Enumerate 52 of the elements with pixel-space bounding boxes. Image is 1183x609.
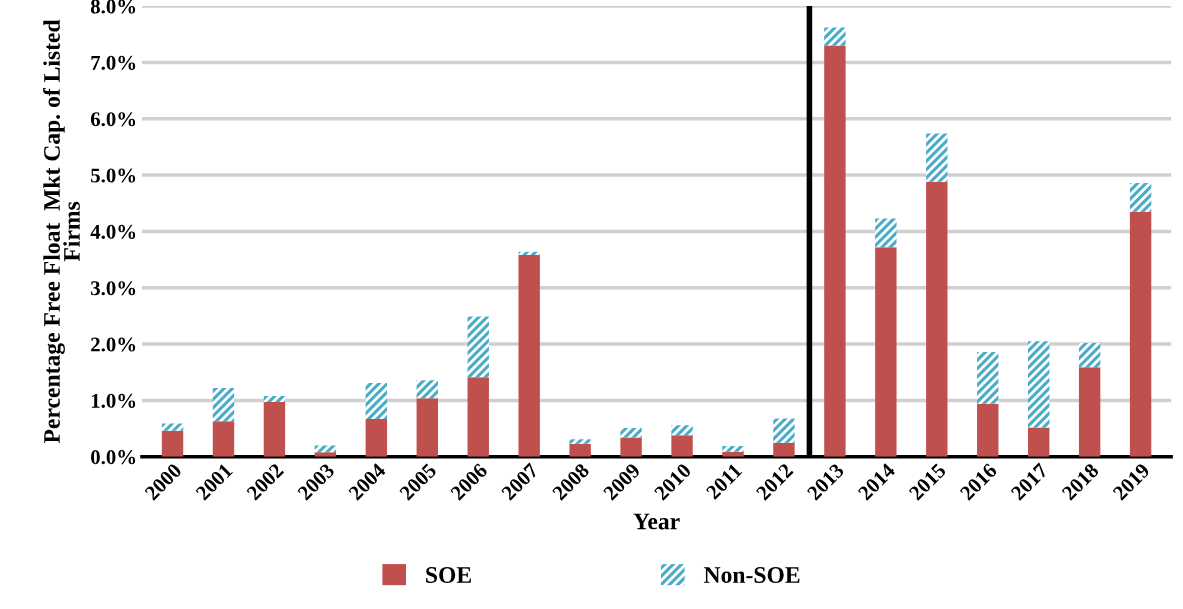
bar [620,437,642,457]
bar [773,418,795,443]
bar [620,428,642,438]
legend-label: Non-SOE [703,567,800,583]
bar [212,421,235,457]
bar [773,442,795,457]
y-tick-label: 8.0% [90,0,136,14]
bar [671,425,693,436]
y-tick-label: 7.0% [91,55,136,70]
x-tick-label: 2011 [705,462,743,501]
bar [1028,341,1050,428]
bar [977,403,999,457]
bar [1129,211,1152,457]
bar [824,45,846,457]
bar [467,377,489,457]
bar [161,430,184,457]
y-axis-title: Percentage Free Float Mkt Cap. of Listed Firms [43,19,80,444]
bar [518,251,540,256]
bar [314,445,337,453]
y-tick-label: 1.0% [91,393,136,408]
y-tick-label: 5.0% [91,168,136,183]
y-tick-label: 4.0% [90,224,136,239]
bar [1078,367,1101,457]
bar [926,133,948,182]
bar [1028,427,1050,457]
bar [824,27,846,46]
bar [416,398,438,457]
bar [875,218,897,248]
bar [467,316,489,378]
bar [875,247,897,457]
bar [263,395,286,403]
y-tick-label: 2.0% [91,337,136,352]
legend-label: SOE [426,567,471,583]
bar [161,423,184,431]
bar [365,419,388,457]
x-axis-title: Year [633,513,680,530]
bar [926,181,948,457]
bar [1078,342,1101,368]
y-tick-label: 3.0% [91,281,136,296]
bar [212,388,235,422]
bar [263,402,286,457]
bar [365,382,388,420]
bar [569,439,591,444]
y-tick-label: 6.0% [90,112,136,127]
bar [569,443,591,457]
bar [1129,182,1152,212]
y-tick-label: 0.0% [91,450,136,465]
bar [977,351,999,404]
bar [671,435,693,457]
bar [416,380,438,399]
bar [722,446,744,452]
bar [518,255,540,457]
